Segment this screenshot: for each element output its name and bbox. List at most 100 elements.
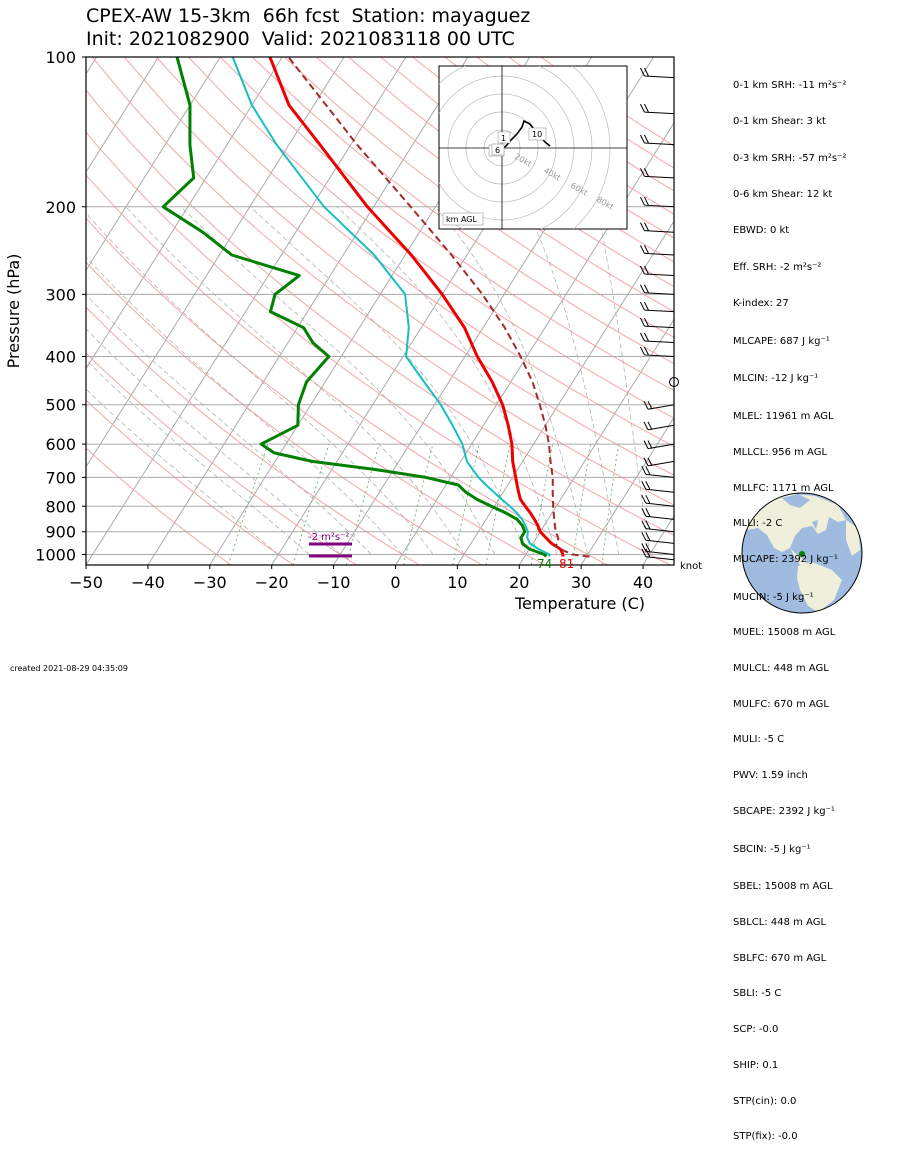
barb-flag (642, 532, 646, 540)
x-tick-label: 0 (390, 573, 400, 592)
y-tick-label: 300 (45, 285, 76, 304)
mixing-ratio-line (404, 444, 433, 565)
wind-barb (640, 68, 674, 78)
param-line: MLCIN: -12 J kg⁻¹ (733, 373, 846, 385)
barb-flag (646, 481, 650, 489)
y-tick-label: 100 (45, 48, 76, 67)
dry-adiabat-line (0, 57, 294, 565)
barb-staff (644, 231, 674, 233)
hodograph-inset: 20kt 40kt 60kt 80kt 1 6 10 km AGL (394, 40, 627, 256)
param-line: SCP: -0.0 (733, 1024, 846, 1036)
hodo-axis-label: km AGL (446, 215, 478, 224)
barb-flag (644, 302, 648, 310)
barb-flag (644, 285, 648, 293)
param-line: MUEL: 15008 m AGL (733, 627, 846, 639)
barb-flag (642, 508, 646, 516)
y-tick-label: 600 (45, 435, 76, 454)
param-line: PWV: 1.59 inch (733, 770, 846, 782)
barb-flag (640, 135, 644, 143)
wind-barb (640, 347, 674, 357)
barb-flag (644, 135, 648, 143)
dry-adiabat-line (0, 57, 419, 565)
barb-staff (644, 310, 674, 312)
barb-flag (640, 104, 644, 112)
x-tick-label: −40 (131, 573, 165, 592)
param-line: 0-3 km SRH: -57 m²s⁻² (733, 153, 846, 165)
param-line: EBWD: 0 kt (733, 225, 846, 237)
wind-barb (644, 422, 674, 430)
param-line: MULCL: 448 m AGL (733, 663, 846, 675)
x-tick-label: 10 (447, 573, 467, 592)
x-axis-label: Temperature (C) (514, 594, 645, 613)
x-tick-label: −50 (69, 573, 103, 592)
hodo-height-1: 1 (501, 134, 506, 143)
x-tick-label: −10 (317, 573, 351, 592)
surface-dewpoint-label: 74 (537, 557, 552, 571)
wind-barb (642, 521, 674, 532)
barb-staff (644, 176, 674, 178)
wind-barb (640, 197, 674, 207)
param-line: MLLI: -2 C (733, 518, 846, 530)
x-tick-label: −30 (193, 573, 227, 592)
wind-barb (640, 266, 674, 276)
created-timestamp: created 2021-08-29 04:35:09 (10, 664, 128, 673)
x-tick-label: 20 (509, 573, 529, 592)
dry-adiabat-line (60, 57, 733, 565)
barb-flag (640, 347, 644, 355)
param-line: 0-1 km SRH: -11 m²s⁻² (733, 80, 846, 92)
param-line: MLLFC: 1171 m AGL (733, 483, 846, 495)
barb-flag (646, 466, 650, 474)
param-line: MUCIN: -5 J kg⁻¹ (733, 592, 846, 604)
isotherm-line (0, 57, 282, 565)
wind-barb (640, 104, 674, 114)
param-line: 0-1 km Shear: 3 kt (733, 116, 846, 128)
surface-temperature-label: 81 (559, 557, 574, 571)
barb-staff (644, 274, 674, 276)
chart-subtitle: Init: 2021082900 Valid: 2021083118 00 UT… (86, 28, 515, 50)
barb-flag (642, 495, 646, 503)
barb-flag (648, 422, 652, 430)
param-line: SBLFC: 670 m AGL (733, 953, 846, 965)
param-line: STP(fix): -0.0 (733, 1131, 846, 1143)
param-line: SBCIN: -5 J kg⁻¹ (733, 844, 846, 856)
param-line: MLCAPE: 687 J kg⁻¹ (733, 336, 846, 348)
barb-flag (644, 168, 648, 176)
barb-flag (640, 245, 644, 253)
barb-flag (646, 508, 650, 516)
y-tick-label: 1000 (35, 545, 76, 564)
hodo-height-10: 10 (532, 130, 542, 139)
moist-adiabat-line (43, 207, 403, 555)
wind-barb (642, 466, 674, 477)
param-line: SBCAPE: 2392 J kg⁻¹ (733, 806, 846, 818)
param-line: MLLCL: 956 m AGL (733, 447, 846, 459)
y-tick-label: 500 (45, 396, 76, 415)
barb-unit-label: knot (680, 561, 702, 572)
barb-flag (644, 104, 648, 112)
barb-flag (646, 532, 650, 540)
barb-flag (640, 285, 644, 293)
param-line: SBLCL: 448 m AGL (733, 917, 846, 929)
barb-flag (644, 223, 648, 231)
param-line: MLEL: 11961 m AGL (733, 411, 846, 423)
x-tick-label: −20 (255, 573, 289, 592)
isotherm-line (148, 57, 468, 565)
barb-staff (644, 76, 674, 78)
param-line: SHIP: 0.1 (733, 1060, 846, 1072)
wind-barb (642, 532, 674, 543)
wind-barbs (640, 68, 678, 560)
moist-adiabat-line (597, 207, 650, 555)
y-tick-label: 200 (45, 198, 76, 217)
param-line: K-index: 27 (733, 298, 846, 310)
param-line: Eff. SRH: -2 m²s⁻² (733, 262, 846, 274)
mixing-ratio-line (453, 444, 479, 565)
param-line: 0-6 km Shear: 12 kt (733, 189, 846, 201)
hodo-height-6: 6 (495, 146, 500, 155)
x-tick-label: 40 (633, 573, 653, 592)
wind-barb (640, 285, 674, 295)
param-line: MULI: -5 C (733, 734, 846, 746)
moist-adiabat-line (181, 207, 495, 555)
srh-label: -2 m²s⁻² (308, 532, 349, 543)
y-tick-label: 800 (45, 497, 76, 516)
barb-flag (644, 422, 648, 430)
barb-flag (642, 466, 646, 474)
